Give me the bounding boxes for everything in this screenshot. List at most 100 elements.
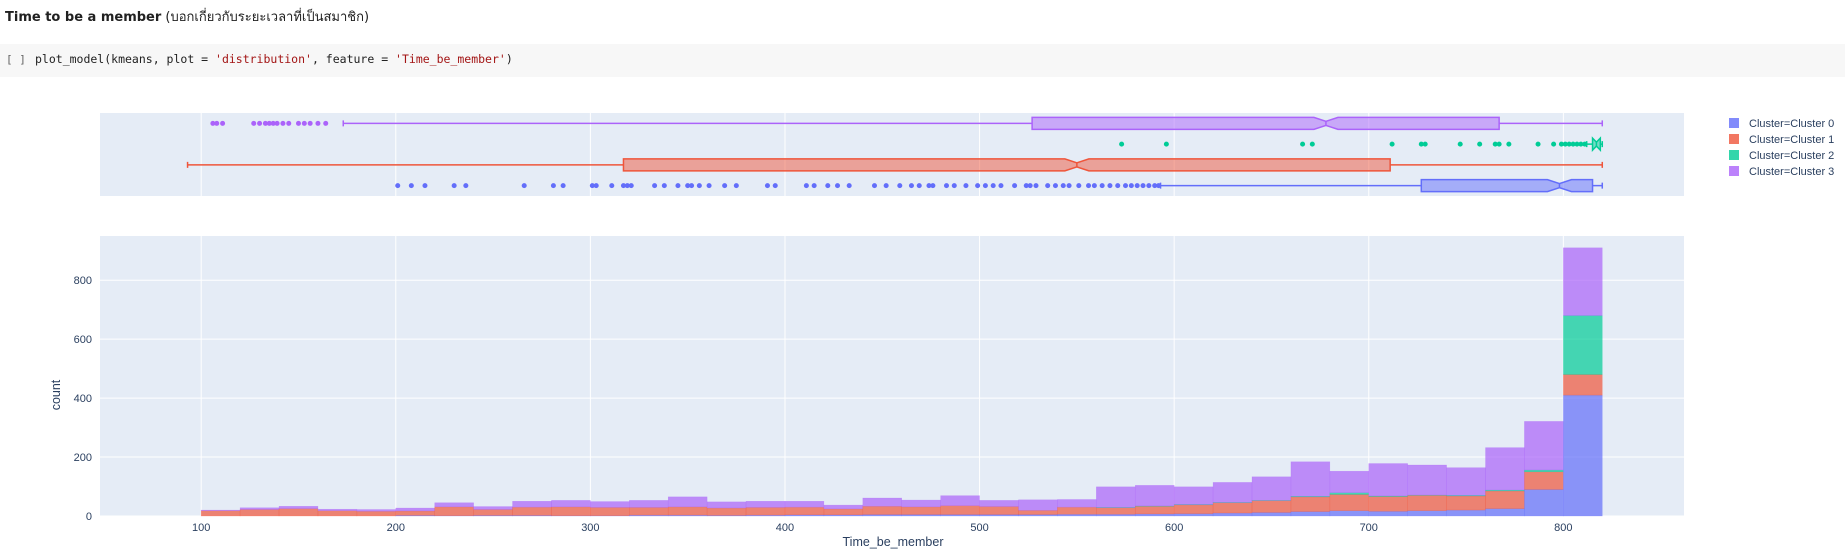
box-outlier-point xyxy=(675,183,681,189)
box-outlier-point xyxy=(1422,141,1428,147)
histogram-bar xyxy=(1485,508,1525,517)
legend-item[interactable]: Cluster=Cluster 1 xyxy=(1729,134,1834,146)
box-outlier-point xyxy=(1418,141,1424,147)
histogram-bar xyxy=(1057,499,1097,508)
box-outlier-point xyxy=(764,183,770,189)
histogram-bar xyxy=(979,506,1019,515)
histogram-bar xyxy=(1212,482,1253,503)
box-outlier-point xyxy=(652,183,658,189)
legend-label: Cluster=Cluster 2 xyxy=(1749,150,1834,162)
x-tick-label: 100 xyxy=(192,522,210,534)
box-outlier-point xyxy=(1156,183,1162,189)
box-outlier-point xyxy=(1052,183,1058,189)
histogram-bar xyxy=(1173,486,1214,505)
box-outlier-point xyxy=(1115,183,1121,189)
box-outlier-point xyxy=(550,183,556,189)
histogram-bar xyxy=(1018,510,1058,515)
histogram-bar xyxy=(278,506,319,509)
histogram-bar xyxy=(706,507,747,516)
box-outlier-point xyxy=(1123,183,1129,189)
histogram-bar xyxy=(1563,394,1603,517)
histogram-bar xyxy=(823,504,864,510)
histogram-bar xyxy=(1524,471,1564,490)
box-outlier-point xyxy=(1566,141,1572,147)
legend-item[interactable]: Cluster=Cluster 2 xyxy=(1729,150,1834,162)
histogram-bar xyxy=(1407,495,1447,511)
histogram-bar xyxy=(512,501,552,508)
box-body xyxy=(622,158,1391,172)
x-tick-label: 300 xyxy=(581,522,599,534)
legend-label: Cluster=Cluster 1 xyxy=(1749,134,1834,146)
box-body xyxy=(1031,116,1500,131)
legend-item[interactable]: Cluster=Cluster 3 xyxy=(1729,166,1834,178)
histogram-bar xyxy=(317,510,358,517)
histogram-bar xyxy=(745,501,786,508)
histogram-bar xyxy=(1290,496,1331,512)
histogram-bar xyxy=(1485,490,1525,509)
box-outlier-point xyxy=(661,183,667,189)
x-tick-label: 600 xyxy=(1165,522,1183,534)
legend-swatch xyxy=(1729,134,1739,144)
box-outlier-point xyxy=(1578,141,1584,147)
histogram-bar xyxy=(1096,486,1136,508)
box-outlier-point xyxy=(1128,183,1134,189)
box-outlier-point xyxy=(307,120,313,126)
distribution-chart[interactable]: 0 200 400 600 800 100 200 300 400 500 600 700 800 Cl… xyxy=(0,78,1845,558)
histogram-bar xyxy=(590,507,630,516)
box-body xyxy=(1420,178,1594,193)
histogram-bar xyxy=(1407,510,1447,517)
code-cell[interactable]: [ ] plot_model(kmeans, plot = 'distribut… xyxy=(0,44,1845,77)
legend-item[interactable]: Cluster=Cluster 0 xyxy=(1729,118,1834,130)
box-outlier-point xyxy=(1152,183,1158,189)
box-outlier-point xyxy=(926,183,932,189)
histogram-bar xyxy=(1446,467,1486,496)
legend[interactable]: Cluster=Cluster 0 Cluster=Cluster 1 Cluste… xyxy=(1729,118,1834,178)
box-outlier-point xyxy=(1300,141,1306,147)
histogram-bar xyxy=(1134,513,1175,517)
y-tick-label: 600 xyxy=(74,334,92,346)
histogram-bar xyxy=(1524,421,1564,471)
box-outlier-point xyxy=(210,120,216,126)
run-cell-button[interactable]: [ ] xyxy=(6,53,26,66)
box-outlier-point xyxy=(706,183,712,189)
histogram-bar xyxy=(1290,511,1331,517)
box-outlier-point xyxy=(982,183,988,189)
histogram-bar xyxy=(1329,492,1370,495)
code-middle: , feature = xyxy=(311,52,396,66)
box-outlier-point xyxy=(1558,141,1564,147)
box-outlier-point xyxy=(1060,183,1066,189)
x-tick-label: 800 xyxy=(1554,522,1572,534)
histogram-bar xyxy=(1173,513,1214,517)
box-outlier-point xyxy=(1562,141,1568,147)
box-outlier-point xyxy=(295,120,301,126)
box-plot xyxy=(210,116,1604,131)
box-outlier-point xyxy=(1045,183,1051,189)
box-outlier-point xyxy=(975,183,981,189)
box-outlier-point xyxy=(733,183,739,189)
histogram-bar xyxy=(1173,504,1214,514)
legend-swatch xyxy=(1729,166,1739,176)
box-outlier-point xyxy=(1107,183,1113,189)
box-outlier-point xyxy=(1033,183,1039,189)
histogram-bar xyxy=(901,506,941,515)
x-axis-title: Time_be_member xyxy=(843,535,944,549)
histogram-bar xyxy=(1563,247,1603,316)
histogram-bar xyxy=(784,501,825,508)
box-outlier-point xyxy=(262,120,268,126)
histogram-bar xyxy=(784,506,825,516)
box-outlier-point xyxy=(696,183,702,189)
histogram-bar xyxy=(1368,463,1408,497)
histogram-bar xyxy=(862,506,902,515)
box-outlier-point xyxy=(463,183,469,189)
box-outlier-point xyxy=(963,183,969,189)
histogram-bar xyxy=(1329,510,1370,517)
histogram-bar xyxy=(1524,469,1564,473)
code-text[interactable]: plot_model(kmeans, plot = 'distribution'… xyxy=(35,52,513,66)
x-tick-label: 400 xyxy=(776,522,794,534)
histogram-bar xyxy=(1251,476,1292,501)
y-tick-label: 0 xyxy=(86,511,92,523)
box-outlier-point xyxy=(1535,141,1541,147)
x-tick-label: 700 xyxy=(1360,522,1378,534)
histogram-bar xyxy=(1329,494,1370,511)
y-axis-title: count xyxy=(49,379,63,410)
